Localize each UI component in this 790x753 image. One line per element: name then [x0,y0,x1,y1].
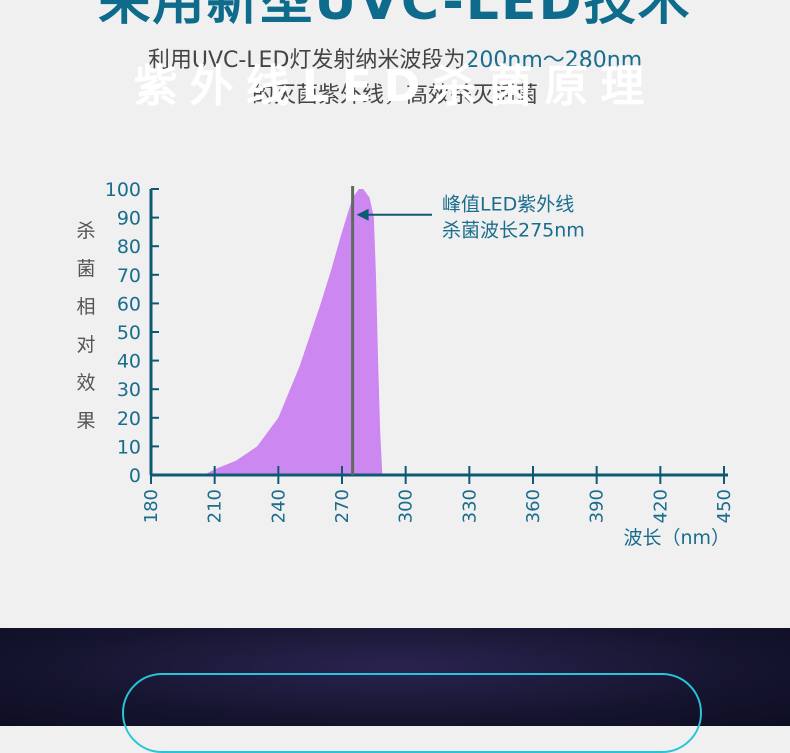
page-title: 采用新型UVC-LED技术 [98,0,692,32]
y-tick-label-60: 60 [117,293,141,315]
x-tick-label-390: 390 [587,489,608,523]
x-axis-label: 波长（nm） [623,527,730,549]
y-tick-label-90: 90 [117,208,141,230]
sterilization-chart: 0 10 20 30 40 50 60 70 80 90 100 180 210 240 270 300 330… [76,179,735,549]
y-axis-label-char: 对 [76,334,95,356]
x-tick-label-300: 300 [396,489,417,523]
subtitle-text: 利用UVC-LED灯发射纳米波段为 [147,48,466,73]
x-tick-label-180: 180 [141,489,162,523]
x-tick-label-270: 270 [332,489,353,523]
y-tick-label-40: 40 [117,351,141,373]
subtitle-line-1: 利用UVC-LED灯发射纳米波段为200nm～280nm [0,45,790,77]
subtitle-line-2: 的灭菌紫外线，高效杀灭活菌 [251,83,538,108]
y-tick-label-20: 20 [117,408,141,430]
y-tick-label-100: 100 [105,179,141,201]
y-tick-label-80: 80 [117,236,141,258]
y-axis-label-char: 效 [76,372,95,394]
y-tick-label-30: 30 [117,379,141,401]
y-axis-label-char: 果 [76,410,95,432]
y-axis-label-char: 相 [76,296,95,318]
annotation-line-1: 峰值LED紫外线 [442,194,574,216]
y-tick-label-50: 50 [117,322,141,344]
x-tick-label-210: 210 [205,489,226,523]
y-tick-label-70: 70 [117,265,141,287]
x-tick-label-240: 240 [268,489,289,523]
annotation-line-2: 杀菌波长275nm [442,220,585,242]
section-title: 紫外线LED杀菌原理 [133,61,657,112]
y-tick-label-10: 10 [117,436,141,458]
x-tick-label-450: 450 [714,489,735,523]
x-tick-label-420: 420 [650,489,671,523]
y-axis-label-char: 杀 [76,220,95,242]
section-title-frame [122,673,702,753]
uv-spectrum-area-0 [204,189,383,475]
annotation-arrowhead [356,208,369,221]
x-tick-label-330: 330 [459,489,480,523]
y-tick-label-0: 0 [129,465,141,487]
x-tick-label-360: 360 [523,489,544,523]
bottom-panel [0,628,790,753]
y-axis-label-char: 菌 [76,258,95,280]
wavelength-range: 200nm～280nm [465,48,643,73]
